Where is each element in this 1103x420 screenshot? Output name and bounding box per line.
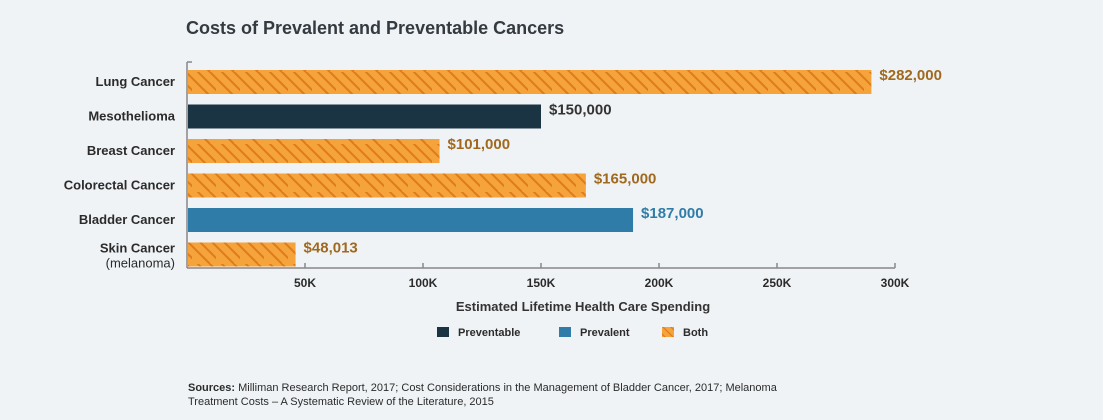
x-axis: 50K 100K 150K 200K 250K 300K [186, 61, 910, 290]
x-tick-label-2: 150K [527, 276, 556, 290]
bar-1 [188, 104, 541, 129]
value-label-4: $187,000 [641, 205, 704, 222]
legend-swatch-both [662, 327, 674, 337]
legend-swatch-prevalent [559, 327, 571, 337]
category-label-3: Colorectal Cancer [64, 178, 175, 193]
x-tick-label-4: 250K [763, 276, 792, 290]
bar-4 [188, 208, 634, 232]
category-label-2: Breast Cancer [87, 143, 175, 158]
category-label-0: Lung Cancer [96, 74, 175, 89]
x-tick-label-5: 300K [881, 276, 910, 290]
category-label-1: Mesothelioma [88, 109, 175, 124]
x-tick-label-0: 50K [294, 276, 316, 290]
bar-2 [188, 139, 440, 163]
legend-swatch-preventable [437, 327, 449, 337]
category-sublabel-5: (melanoma) [106, 256, 175, 271]
value-label-2: $101,000 [448, 136, 511, 153]
x-axis-title: Estimated Lifetime Health Care Spending [456, 299, 710, 314]
chart-title: Costs of Prevalent and Preventable Cance… [186, 18, 564, 38]
legend: Preventable Prevalent Both [437, 327, 708, 339]
x-tick-label-3: 200K [645, 276, 674, 290]
legend-label-preventable: Preventable [458, 327, 520, 339]
value-label-3: $165,000 [594, 171, 657, 188]
legend-label-prevalent: Prevalent [580, 327, 630, 339]
value-label-0: $282,000 [879, 67, 942, 84]
sources-text: Milliman Research Report, 2017; Cost Con… [188, 382, 777, 408]
value-label-5: $48,013 [304, 240, 358, 257]
bar-3 [188, 173, 586, 198]
x-tick-label-1: 100K [409, 276, 438, 290]
bar-5 [188, 242, 296, 267]
category-label-4: Bladder Cancer [79, 212, 175, 227]
bar-0 [188, 70, 872, 94]
category-label-5: Skin Cancer [100, 241, 175, 256]
legend-label-both: Both [683, 327, 708, 339]
sources-label: Sources: [188, 382, 236, 394]
value-label-1: $150,000 [549, 102, 612, 119]
bar-chart: Costs of Prevalent and Preventable Cance… [64, 18, 942, 339]
bars-layer: $282,000 Lung Cancer $150,000 Mesothelioma $… [64, 67, 942, 271]
sources-note: Sources: Milliman Research Report, 2017;… [188, 381, 828, 409]
